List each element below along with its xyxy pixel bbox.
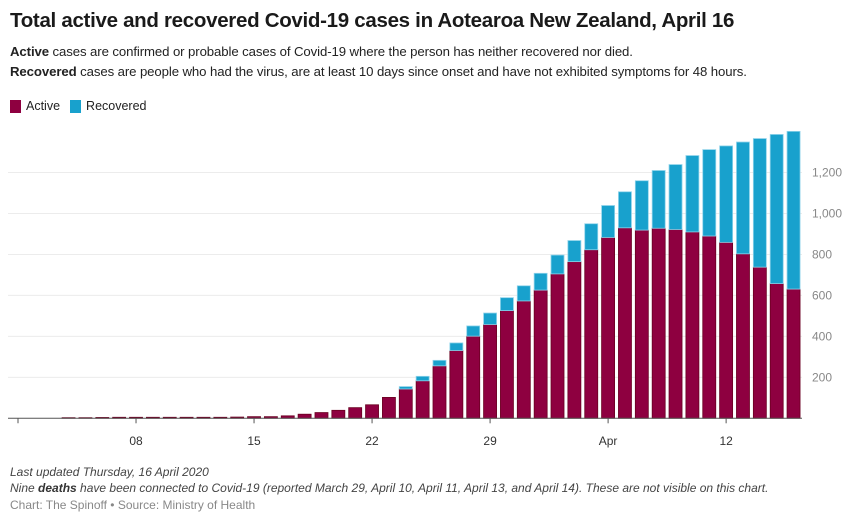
bar-recovered (634, 180, 649, 231)
bar-active (297, 413, 312, 419)
description-recovered: Recovered cases are people who had the v… (10, 64, 747, 79)
bar-active (500, 310, 514, 419)
bar-active (314, 412, 329, 419)
bar-active (685, 231, 700, 419)
bar-recovered (584, 223, 599, 251)
legend-label-active: Active (26, 99, 61, 113)
y-tick-label: 600 (812, 288, 832, 302)
legend: Active Recovered (10, 99, 151, 113)
bar-recovered (719, 145, 734, 243)
bar-active (736, 253, 750, 419)
deaths-note: Nine deaths have been connected to Covid… (10, 481, 768, 495)
y-tick-label: 400 (812, 329, 832, 343)
bar-active (365, 404, 379, 419)
bar-active (786, 288, 801, 419)
bar-active (634, 229, 649, 419)
bar-active (398, 388, 413, 419)
bar-chart: 200 400 600 800 1,000 1,200 08 15 22 29 Apr 12 (8, 130, 842, 448)
bar-active (550, 273, 565, 419)
bar-recovered (702, 149, 717, 237)
bar-recovered (736, 141, 750, 255)
x-tick-label: 22 (365, 434, 379, 448)
bar-active (516, 300, 531, 419)
legend-item-recovered[interactable]: Recovered (70, 99, 147, 113)
x-tick-label: Apr (599, 434, 618, 448)
bar-active (432, 365, 447, 419)
bar-recovered (668, 164, 683, 230)
deaths-note-pre: Nine (10, 481, 39, 495)
bar-recovered (618, 191, 632, 229)
y-tick-label: 200 (812, 370, 832, 384)
bar-recovered (769, 134, 784, 284)
x-tick-label: 12 (719, 434, 733, 448)
bar-recovered (786, 130, 801, 290)
bar-recovered (466, 325, 481, 337)
bar-active (702, 235, 717, 419)
deaths-note-post: have been connected to Covid-19 (reporte… (76, 481, 769, 495)
legend-swatch-active (10, 99, 21, 113)
bar-recovered (415, 375, 430, 382)
bar-recovered (533, 272, 548, 291)
bar-active (466, 335, 481, 419)
bar-active (331, 409, 346, 419)
bar-active (449, 350, 464, 419)
bar-active (752, 266, 767, 419)
bar-recovered (398, 386, 413, 390)
legend-item-active[interactable]: Active (10, 99, 60, 113)
bar-active (601, 237, 615, 419)
bar-recovered (601, 205, 615, 238)
bar-active (483, 324, 497, 419)
bar-active (651, 227, 666, 419)
bar-active (382, 397, 396, 419)
description-active: Active cases are confirmed or probable c… (10, 44, 633, 59)
x-tick-label: 15 (247, 434, 261, 448)
deaths-note-bold: deaths (38, 481, 77, 495)
bar-recovered (500, 297, 514, 311)
y-tick-label: 1,000 (812, 207, 842, 221)
x-tick-label: 08 (129, 434, 143, 448)
bar-active (668, 229, 683, 419)
bar-active (584, 249, 599, 419)
legend-label-recovered: Recovered (86, 99, 147, 113)
recovered-definition: cases are people who had the virus, are … (76, 64, 747, 79)
legend-swatch-recovered (70, 99, 82, 113)
bar-recovered (651, 170, 666, 229)
bar-recovered (449, 342, 464, 351)
bar-active (769, 283, 784, 419)
bar-recovered (550, 254, 565, 275)
bar-recovered (483, 312, 497, 325)
bar-active (415, 380, 430, 419)
last-updated: Last updated Thursday, 16 April 2020 (10, 465, 209, 479)
y-tick-label: 800 (812, 247, 832, 261)
bar-recovered (685, 155, 700, 233)
chart-source: Chart: The Spinoff • Source: Ministry of… (10, 498, 256, 512)
bar-active (567, 261, 582, 419)
bar-recovered (432, 359, 447, 367)
y-tick-label: 1,200 (812, 166, 842, 180)
bar-recovered (752, 138, 767, 268)
bar-recovered (567, 240, 582, 263)
chart-title: Total active and recovered Covid-19 case… (10, 9, 735, 32)
active-definition: cases are confirmed or probable cases of… (48, 44, 633, 59)
bar-active (533, 289, 548, 419)
bar-active (719, 241, 734, 419)
recovered-term: Recovered (10, 64, 77, 79)
bar-active (618, 227, 632, 419)
bar-recovered (516, 285, 531, 302)
bar-active (348, 407, 363, 419)
active-term: Active (10, 44, 49, 59)
x-tick-label: 29 (483, 434, 497, 448)
